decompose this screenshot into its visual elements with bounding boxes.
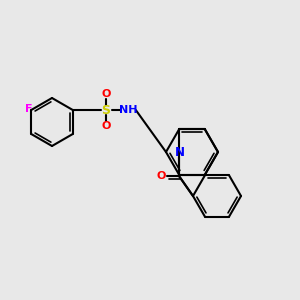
Text: N: N (175, 146, 185, 158)
Text: S: S (101, 103, 110, 116)
Text: O: O (101, 89, 110, 99)
Text: NH: NH (118, 105, 137, 115)
Text: F: F (26, 104, 33, 114)
Text: O: O (156, 171, 166, 181)
Text: O: O (101, 121, 110, 131)
